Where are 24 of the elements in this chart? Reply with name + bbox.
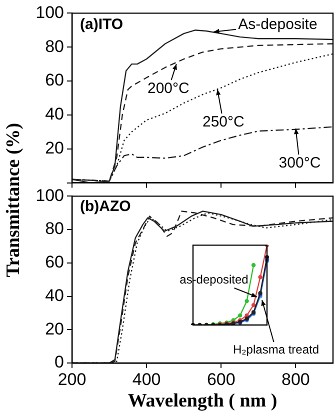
y-tick-label: 20 (45, 138, 64, 158)
y-tick-label: 60 (45, 252, 64, 272)
y-tick-label: 100 (36, 186, 64, 205)
y-tick-label: 40 (45, 104, 64, 124)
y-tick-label: 40 (45, 286, 64, 305)
annotation: (b)AZO (80, 198, 132, 216)
y-tick-label: 20 (45, 319, 64, 338)
y-tick-label: 60 (45, 70, 64, 90)
annotation: As-deposite (238, 16, 318, 33)
y-tick-label: 0 (54, 352, 64, 372)
annotation: H₂plasma treatd (232, 342, 320, 356)
y-tick-label: 80 (45, 36, 64, 56)
y-tick-label: 80 (45, 219, 64, 238)
x-tick-label: 400 (132, 370, 161, 389)
x-tick-label: 600 (206, 370, 236, 389)
x-tick-label: 800 (282, 370, 310, 389)
annotation: (a)ITO (80, 16, 124, 34)
x-axis-title: Wavelength ( nm ) (128, 390, 278, 412)
annotation: 250°C (202, 114, 245, 131)
y-axis-title: Transmittance (%) (3, 122, 25, 280)
annotation: 200°C (147, 80, 190, 98)
y-tick-label: 100 (36, 2, 64, 22)
annotation: 300°C (278, 154, 321, 172)
x-tick-label: 200 (58, 370, 86, 389)
